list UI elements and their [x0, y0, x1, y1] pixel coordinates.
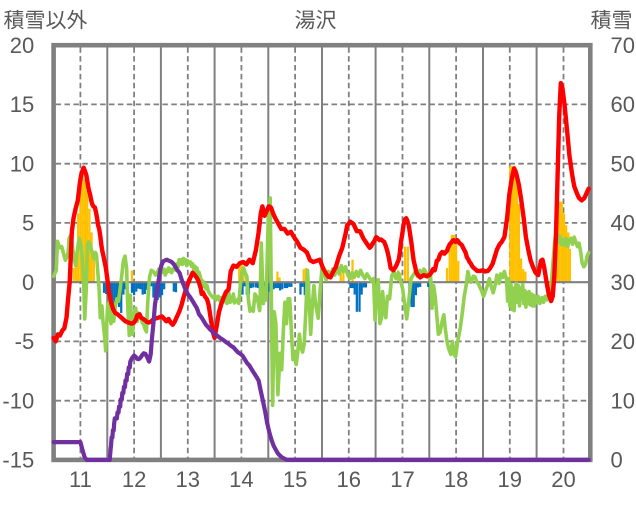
- svg-text:0: 0: [22, 270, 34, 295]
- svg-text:14: 14: [229, 467, 253, 492]
- svg-text:-15: -15: [2, 448, 34, 473]
- svg-text:-10: -10: [2, 388, 34, 413]
- svg-text:15: 15: [10, 92, 34, 117]
- svg-text:60: 60: [611, 92, 635, 117]
- svg-text:50: 50: [611, 151, 635, 176]
- svg-text:18: 18: [444, 467, 468, 492]
- svg-text:70: 70: [611, 33, 635, 58]
- svg-text:-5: -5: [15, 329, 35, 354]
- svg-text:10: 10: [611, 388, 635, 413]
- svg-text:19: 19: [498, 467, 522, 492]
- svg-text:16: 16: [337, 467, 361, 492]
- svg-text:0: 0: [611, 448, 623, 473]
- svg-text:12: 12: [122, 467, 146, 492]
- svg-text:30: 30: [611, 270, 635, 295]
- svg-text:11: 11: [69, 467, 92, 492]
- svg-text:17: 17: [390, 467, 414, 492]
- svg-text:20: 20: [611, 329, 635, 354]
- svg-text:20: 20: [10, 33, 34, 58]
- svg-text:5: 5: [22, 211, 34, 236]
- svg-text:40: 40: [611, 211, 635, 236]
- svg-text:10: 10: [10, 151, 34, 176]
- svg-text:13: 13: [176, 467, 200, 492]
- svg-text:20: 20: [551, 467, 575, 492]
- svg-text:15: 15: [283, 467, 307, 492]
